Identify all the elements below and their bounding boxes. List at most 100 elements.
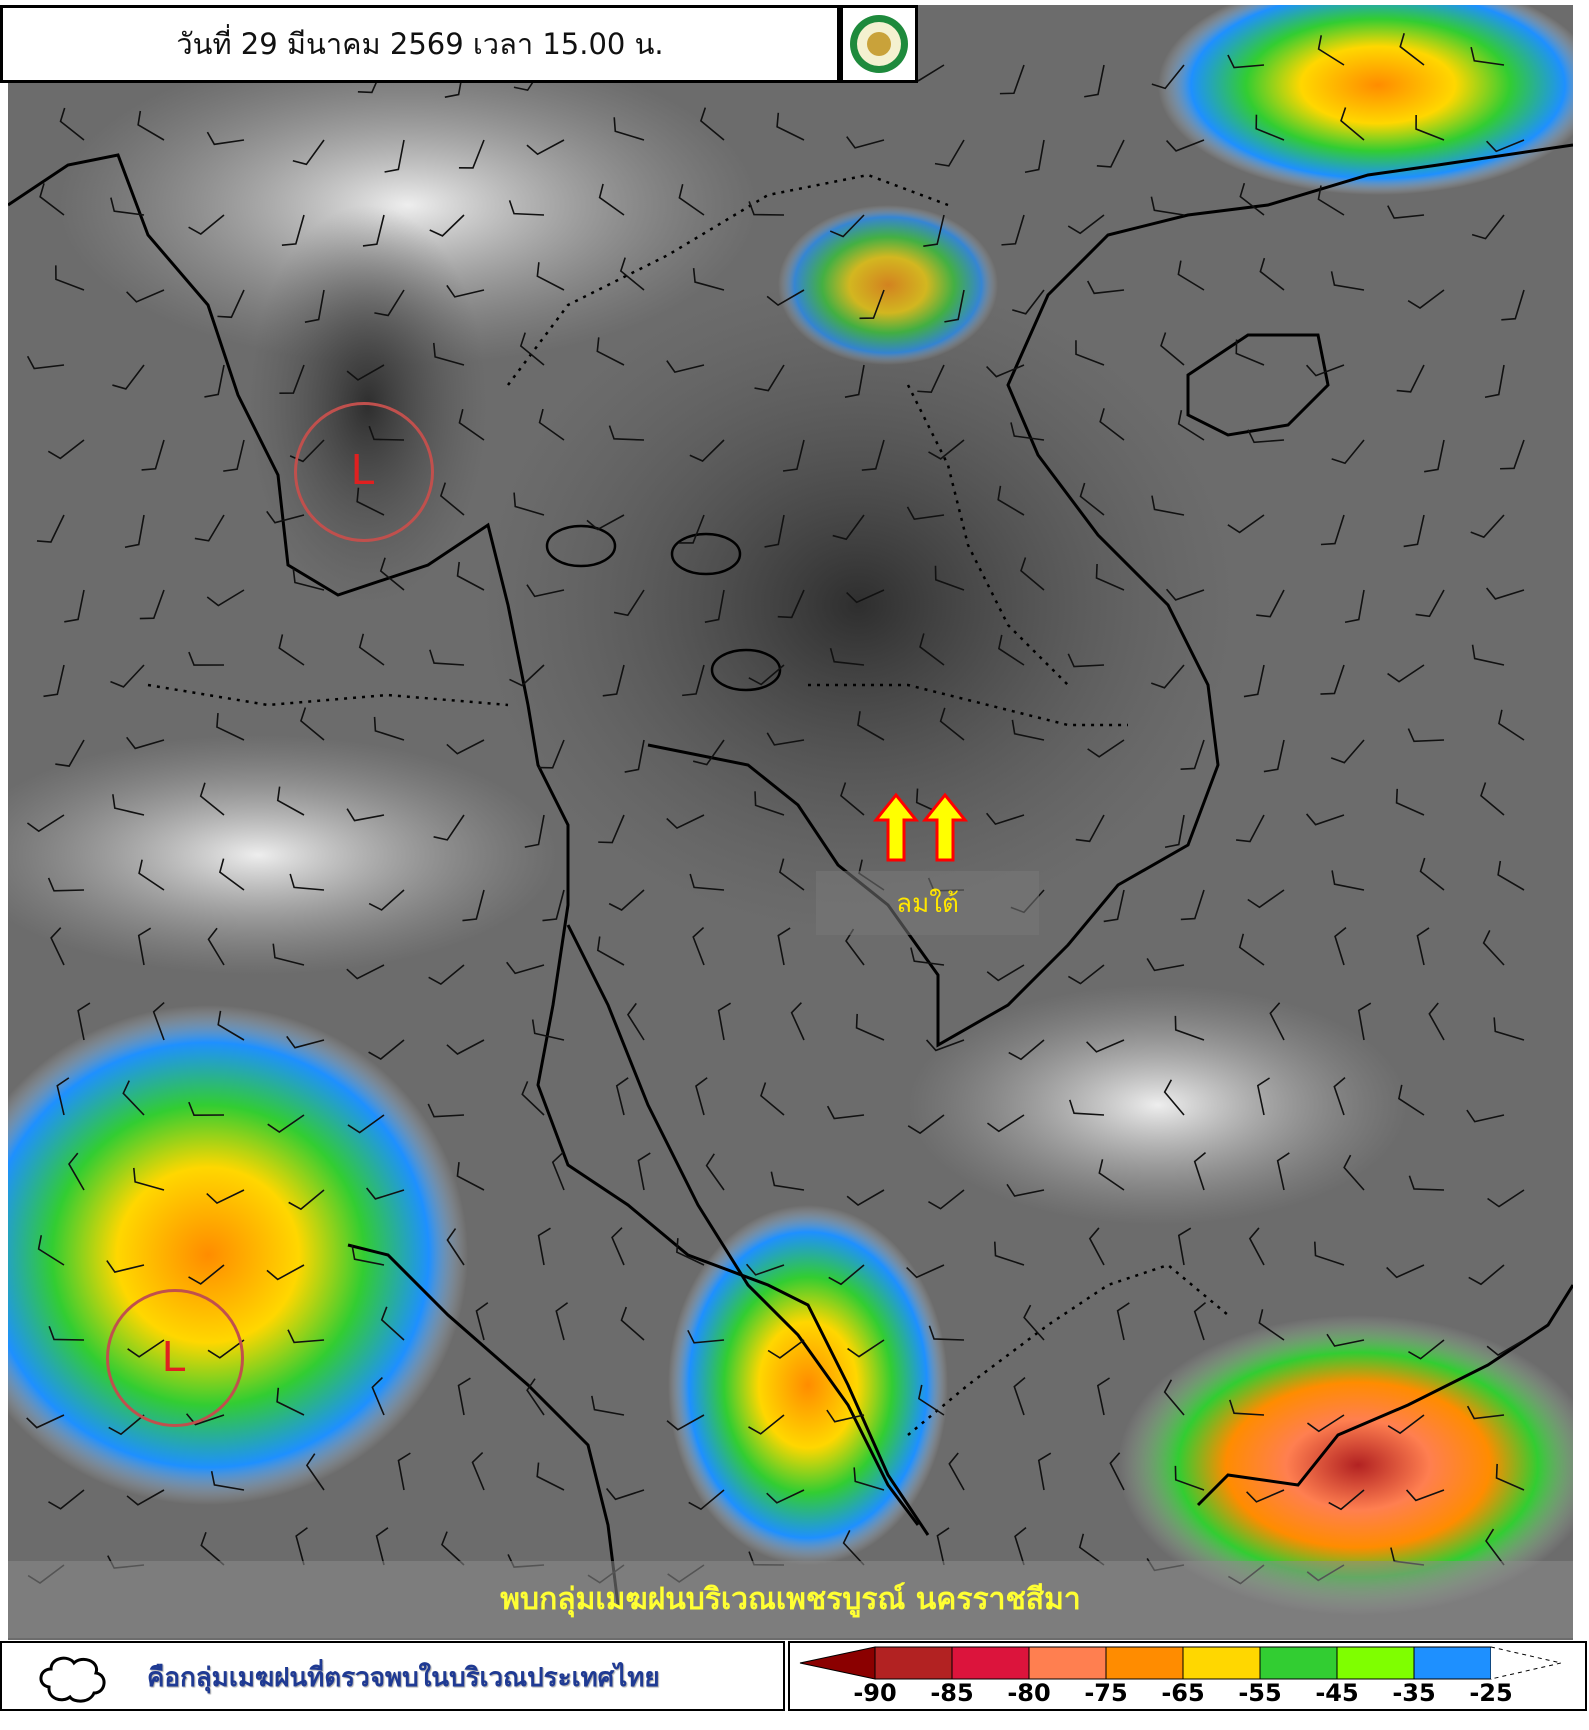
wind-barb: [1248, 1227, 1265, 1266]
wind-barb: [1386, 1264, 1425, 1279]
wind-barb: [207, 927, 225, 966]
wind-barb: [289, 873, 325, 891]
wind-barb: [266, 510, 305, 524]
wind-barb: [986, 1114, 1025, 1133]
wind-barb: [1357, 1002, 1372, 1041]
wind-barb: [853, 1467, 885, 1491]
wind-barb: [538, 408, 565, 441]
wind-barb: [1109, 1452, 1125, 1491]
wind-barb: [688, 1489, 725, 1511]
cloud-legend: คือกลุ่มเมฆฝนที่ตรวจพบในบริเวณประเทศไทย: [0, 1641, 785, 1711]
wind-barb: [666, 814, 705, 830]
wind-barb: [292, 568, 325, 591]
wind-barb: [446, 1228, 465, 1266]
wind-barb: [194, 514, 225, 542]
wind-barb: [126, 736, 165, 750]
wind-barb: [1014, 1527, 1027, 1566]
wind-barb: [1424, 439, 1445, 473]
wind-barb: [1006, 1183, 1045, 1197]
wind-barb: [695, 1077, 708, 1116]
wind-barb: [770, 1171, 805, 1191]
wind-barb: [906, 506, 945, 520]
caption-text: พบกลุ่มเมฆฝนบริเวณเพชรบูรณ์ นครราชสีมา: [500, 1582, 1081, 1617]
wind-barb: [218, 858, 245, 891]
wind-barb: [944, 289, 965, 323]
wind-barb: [826, 1409, 865, 1423]
scale-label: -80: [1007, 1679, 1051, 1707]
wind-barb: [122, 1080, 145, 1116]
scale-swatch: [799, 1646, 876, 1680]
wind-barb: [1037, 1452, 1052, 1491]
wind-barb: [1256, 589, 1285, 618]
wind-barb: [689, 439, 725, 462]
wind-barb: [368, 1039, 405, 1060]
wind-barb: [216, 713, 245, 741]
wind-barb: [1334, 927, 1347, 966]
wind-barb: [188, 214, 225, 235]
scale-swatch: [1182, 1646, 1261, 1680]
wind-barb: [1151, 495, 1185, 516]
wind-barb: [368, 889, 405, 911]
wind-barb: [1415, 115, 1445, 141]
wind-barb: [210, 1471, 245, 1491]
wind-barb: [223, 439, 245, 472]
wind-barb: [126, 1489, 165, 1506]
wind-barb: [441, 1531, 465, 1566]
scale-label: -25: [1469, 1679, 1513, 1707]
wind-barb: [1480, 782, 1505, 816]
wind-barb: [112, 794, 145, 816]
low-pressure-label-south: L: [162, 1332, 187, 1381]
wind-barb: [1419, 857, 1445, 891]
wind-barb: [108, 1414, 145, 1436]
wind-barb: [1344, 589, 1365, 624]
wind-barb: [1177, 260, 1205, 291]
wind-barb: [1078, 1533, 1105, 1566]
wind-barb: [217, 1010, 245, 1041]
wind-barb: [375, 1527, 389, 1566]
wind-barb: [1255, 114, 1285, 141]
wind-barb: [1317, 35, 1345, 66]
wind-barb: [199, 782, 225, 816]
wind-barb: [596, 936, 625, 966]
wind-barb: [427, 1103, 465, 1118]
wind-barb: [371, 1377, 385, 1416]
wind-barb: [1495, 1463, 1525, 1491]
wind-barb: [456, 1162, 485, 1191]
wind-barb: [1486, 139, 1525, 153]
scale-swatch: [1028, 1646, 1107, 1680]
wind-barb: [292, 139, 325, 166]
wind-barb: [1067, 214, 1105, 235]
wind-barb: [537, 1227, 551, 1266]
wind-barb: [1069, 1099, 1105, 1116]
wind-barb: [48, 1325, 85, 1341]
wind-barb: [1177, 1227, 1192, 1266]
wind-annotation-text: ลมใต้: [896, 888, 959, 919]
scale-swatch: [1336, 1646, 1415, 1680]
wind-barb: [513, 492, 545, 516]
wind-barb: [347, 1114, 385, 1134]
wind-barb: [760, 1082, 785, 1116]
wind-barb: [699, 107, 725, 141]
wind-barb: [39, 183, 65, 216]
wind-barb: [1466, 1109, 1505, 1123]
wind-barb: [1326, 1333, 1365, 1347]
wind-barb: [152, 1001, 165, 1041]
wind-barb: [124, 514, 145, 549]
wind-barb: [26, 814, 65, 833]
wind-barb: [1408, 1339, 1445, 1360]
wind-barb: [1407, 289, 1445, 310]
wind-barb: [829, 647, 865, 666]
wind-barb: [1165, 139, 1205, 152]
wind-barb: [137, 110, 165, 141]
wind-barb: [1305, 364, 1345, 377]
wind-barb: [1180, 739, 1205, 770]
wind-barb: [934, 139, 965, 167]
wind-barb: [754, 364, 785, 392]
wind-barb: [615, 1077, 629, 1116]
wind-barb: [266, 1264, 305, 1281]
wind-barb: [471, 1452, 485, 1491]
wind-barb: [1486, 587, 1525, 600]
wind-barb: [619, 257, 645, 291]
wind-barb: [997, 485, 1025, 516]
wind-barb: [446, 1039, 485, 1055]
